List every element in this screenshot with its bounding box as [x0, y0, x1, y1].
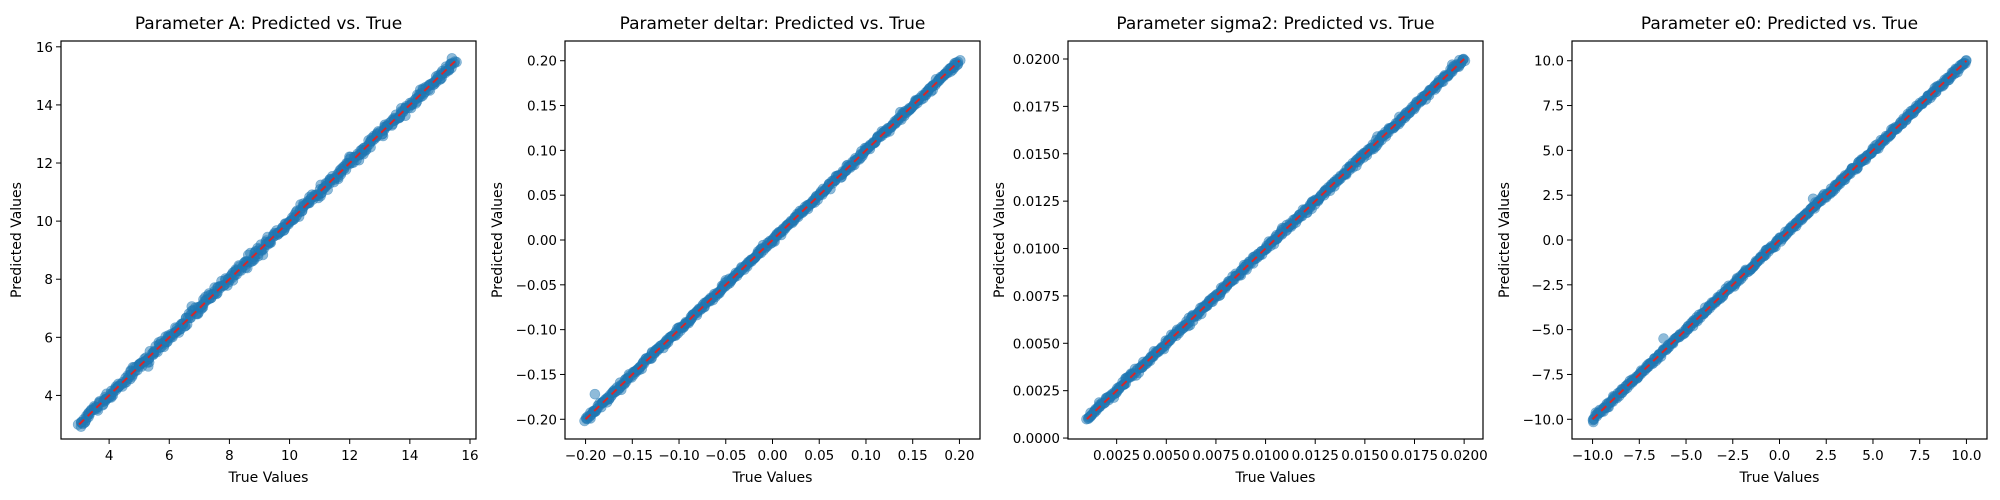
scatter-point	[954, 55, 966, 66]
y-tick-label: −0.10	[516, 323, 557, 339]
x-tick-label: 0.0125	[1292, 448, 1339, 464]
y-tick-label: 6	[44, 330, 53, 346]
y-tick-label: 10.0	[1534, 54, 1564, 70]
x-axis-label: True Values	[732, 470, 813, 486]
subplot-4: Parameter e0: Predicted vs. True −10.0 −7.…	[1497, 14, 1988, 486]
x-tick-label: −0.15	[612, 448, 653, 464]
y-tick-label: 2.5	[1543, 188, 1564, 204]
y-tick-label: −0.20	[516, 412, 557, 428]
x-tick-label: 0.0	[1769, 448, 1790, 464]
subplot-title: Parameter deltar: Predicted vs. True	[620, 14, 926, 34]
x-axis-label: True Values	[228, 470, 309, 486]
x-tick-label: 0.0200	[1441, 448, 1488, 464]
x-tick-label: 2.5	[1815, 448, 1836, 464]
x-tick-label: 0.00	[757, 448, 787, 464]
x-tick-label: 0.0075	[1192, 448, 1239, 464]
x-tick-label: −7.5	[1623, 448, 1656, 464]
scatter-point	[1658, 333, 1669, 344]
subplot-2: Parameter deltar: Predicted vs. True −0.2…	[490, 14, 981, 486]
y-tick-label: 4	[44, 388, 53, 404]
x-tick-label: −10.0	[1572, 448, 1613, 464]
y-tick-label: −10.0	[1523, 412, 1564, 428]
x-tick-label: 8	[225, 448, 234, 464]
y-tick-label: 0.15	[527, 99, 557, 115]
y-tick-label: 0.0050	[1013, 336, 1060, 352]
axes-frame	[60, 40, 477, 440]
y-tick-label: 5.0	[1543, 143, 1564, 159]
scatter-point	[142, 361, 154, 372]
subplot-title: Parameter e0: Predicted vs. True	[1641, 14, 1918, 34]
y-tick-label: 0.00	[527, 233, 557, 249]
x-tick-label: −0.20	[565, 448, 606, 464]
y-tick-label: 0.0175	[1013, 99, 1060, 115]
y-tick-label: 0.0100	[1013, 242, 1060, 258]
x-tick-label: 0.15	[898, 448, 928, 464]
y-tick-label: −2.5	[1531, 278, 1564, 294]
subplot-title: Parameter A: Predicted vs. True	[135, 14, 402, 34]
subplot-3: Parameter sigma2: Predicted vs. True 0.00…	[992, 14, 1488, 486]
y-tick-label: 0.0125	[1013, 194, 1060, 210]
y-axis-label: Predicted Values	[9, 182, 25, 298]
y-tick-label: 0.0150	[1013, 147, 1060, 163]
y-axis-label: Predicted Values	[992, 182, 1008, 298]
x-tick-label: 12	[341, 448, 358, 464]
y-tick-label: 7.5	[1543, 99, 1564, 115]
x-tick-label: 14	[401, 448, 418, 464]
x-tick-label: 0.0175	[1391, 448, 1438, 464]
y-tick-label: 0.0	[1543, 233, 1564, 249]
y-tick-label: 0.05	[527, 188, 557, 204]
y-tick-label: −7.5	[1531, 367, 1564, 383]
x-tick-label: 0.0150	[1341, 448, 1388, 464]
x-tick-label: 6	[165, 448, 174, 464]
x-tick-label: −0.10	[658, 448, 699, 464]
scatter-point	[589, 388, 601, 400]
x-tick-label: 0.10	[851, 448, 881, 464]
x-tick-label: 5.0	[1862, 448, 1883, 464]
y-tick-label: −5.0	[1531, 323, 1564, 339]
y-tick-label: 0.20	[527, 54, 557, 70]
y-tick-label: 0.0025	[1013, 384, 1060, 400]
x-axis-label: True Values	[1739, 470, 1820, 486]
subplot-1: Parameter A: Predicted vs. True 4 6 8 10 12 14…	[9, 14, 479, 486]
y-axis-label: Predicted Values	[490, 182, 506, 298]
x-tick-label: 0.0050	[1143, 448, 1190, 464]
x-tick-label: 7.5	[1909, 448, 1930, 464]
reference-line	[584, 59, 961, 421]
x-tick-label: 4	[105, 448, 114, 464]
x-tick-label: −5.0	[1670, 448, 1703, 464]
x-tick-label: −2.5	[1716, 448, 1749, 464]
x-tick-label: 10	[281, 448, 298, 464]
y-tick-label: 12	[36, 156, 53, 172]
scatter-point	[1807, 193, 1819, 205]
y-axis-label: Predicted Values	[1497, 182, 1513, 298]
axes-frame	[1067, 40, 1484, 440]
y-tick-label: −0.15	[516, 367, 557, 383]
y-tick-label: −0.05	[516, 278, 557, 294]
scatter-point	[1270, 231, 1281, 243]
y-tick-label: 8	[44, 272, 53, 288]
x-tick-label: 0.05	[804, 448, 834, 464]
x-tick-label: 0.0100	[1242, 448, 1289, 464]
y-tick-label: 14	[36, 98, 53, 114]
y-tick-label: 16	[36, 40, 53, 56]
x-tick-label: 10.0	[1951, 448, 1981, 464]
reference-line	[1591, 59, 1968, 421]
reference-line	[1086, 58, 1465, 420]
y-tick-label: 0.0000	[1013, 431, 1060, 447]
scatter-point	[1459, 55, 1471, 66]
reference-line	[78, 60, 456, 426]
x-tick-label: 16	[461, 448, 478, 464]
x-tick-label: 0.20	[944, 448, 974, 464]
y-tick-label: 0.0075	[1013, 289, 1060, 305]
x-axis-label: True Values	[1235, 470, 1316, 486]
x-tick-label: 0.0025	[1093, 448, 1140, 464]
x-tick-label: −0.05	[705, 448, 746, 464]
y-tick-label: 0.10	[527, 143, 557, 159]
y-tick-label: 10	[36, 214, 53, 230]
subplot-title: Parameter sigma2: Predicted vs. True	[1116, 14, 1434, 34]
y-tick-label: 0.0200	[1013, 52, 1060, 68]
